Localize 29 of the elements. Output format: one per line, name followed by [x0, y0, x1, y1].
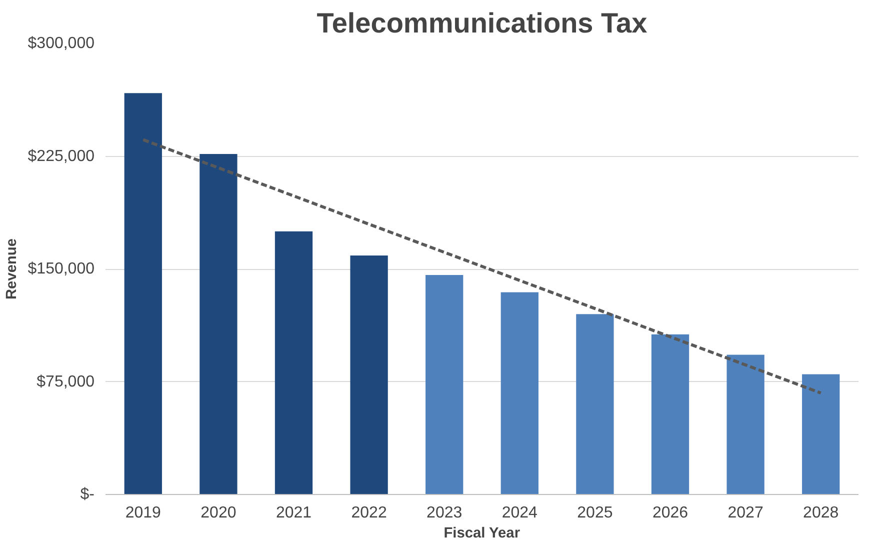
y-tick-label: $75,000 — [36, 373, 95, 390]
chart-title: Telecommunications Tax — [316, 8, 648, 38]
bar — [426, 275, 464, 494]
x-tick-label: 2022 — [351, 504, 387, 522]
y-tick-label: $- — [80, 486, 95, 503]
x-tick-label: 2025 — [577, 504, 613, 522]
x-tick-label: 2019 — [125, 504, 162, 522]
bar — [500, 292, 538, 494]
bar — [726, 354, 764, 494]
y-tick-label: $150,000 — [28, 260, 95, 278]
bar — [350, 255, 388, 494]
x-tick-label: 2023 — [426, 504, 462, 522]
y-tick-label: $300,000 — [28, 35, 95, 52]
x-tick-label: 2028 — [803, 504, 839, 522]
bar — [576, 314, 614, 494]
bar — [274, 231, 313, 494]
x-tick-label: 2021 — [276, 504, 312, 522]
x-tick-label: 2026 — [652, 504, 688, 522]
line-series — [142, 138, 822, 395]
bar — [200, 154, 238, 494]
y-axis-title: Revenue — [4, 238, 20, 300]
bar — [124, 93, 162, 494]
bar — [802, 374, 840, 494]
x-tick-label: 2020 — [200, 504, 236, 522]
x-tick-label: 2027 — [728, 504, 764, 522]
x-axis-title: Fiscal Year — [444, 526, 520, 542]
x-tick-label: 2024 — [502, 504, 538, 522]
bar — [651, 334, 690, 494]
y-tick-label: $225,000 — [28, 148, 95, 165]
